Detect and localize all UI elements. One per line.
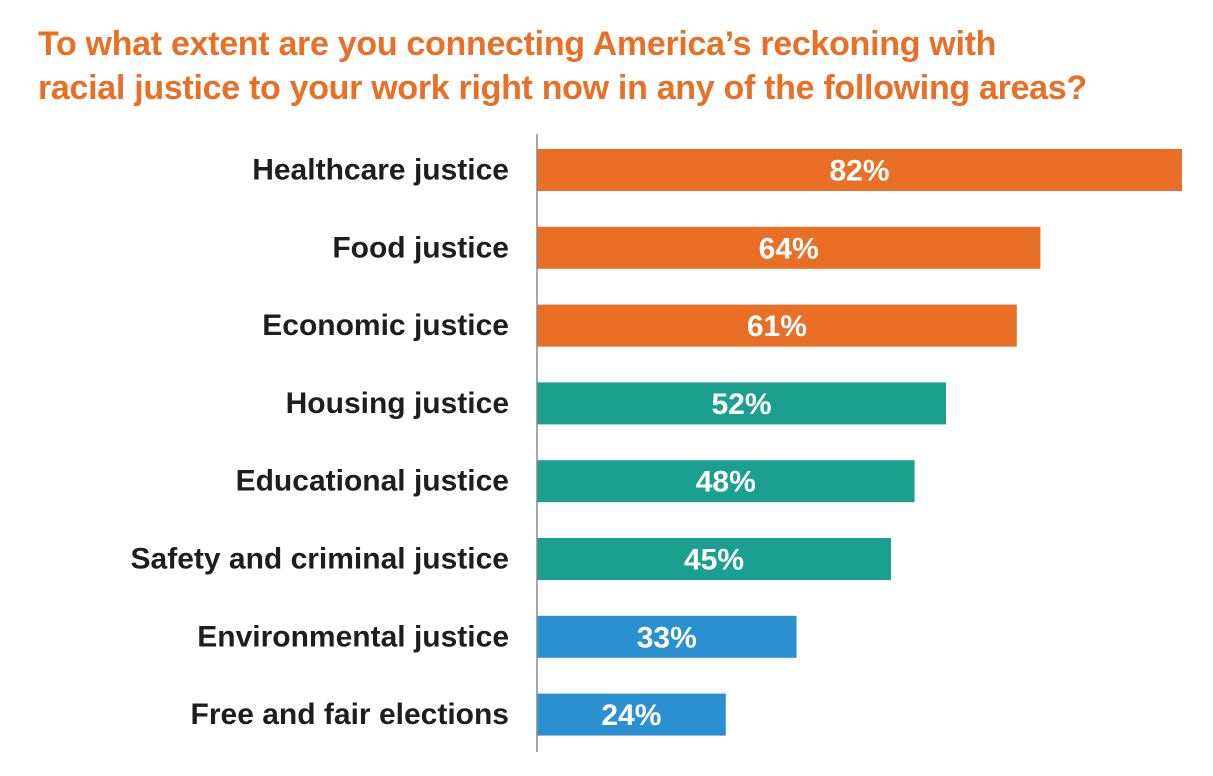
bar <box>537 226 1041 269</box>
bar-value-label: 64% <box>759 232 819 265</box>
bar-value-label: 52% <box>711 388 771 421</box>
bar <box>537 693 726 736</box>
bar <box>537 149 1182 191</box>
bar <box>537 460 915 503</box>
category-label: Economic justice <box>262 309 509 342</box>
bar-value-label: 45% <box>684 544 744 577</box>
bars-group: Healthcare justice 82% Food justice 64% Econ… <box>131 149 1182 736</box>
bar-value-label: 48% <box>696 466 756 499</box>
category-label: Healthcare justice <box>252 154 509 187</box>
bar <box>537 304 1017 347</box>
bar-value-label: 33% <box>637 621 697 654</box>
bar-value-label: 24% <box>601 699 661 732</box>
category-label: Free and fair elections <box>191 698 509 731</box>
chart-title: To what extent are you connecting Americ… <box>38 22 1208 110</box>
bar <box>537 615 797 658</box>
category-label: Environmental justice <box>197 620 509 653</box>
bar-value-label: 82% <box>829 155 889 188</box>
bar-value-label: 61% <box>747 310 807 343</box>
category-label: Safety and criminal justice <box>131 543 509 576</box>
bar <box>537 538 891 580</box>
category-label: Housing justice <box>286 387 509 420</box>
category-label: Educational justice <box>236 465 509 498</box>
category-label: Food justice <box>332 231 509 264</box>
chart-title-line-1: To what extent are you connecting Americ… <box>38 25 997 63</box>
bar <box>537 382 947 425</box>
chart-title-line-2: racial justice to your work right now in… <box>38 69 1087 107</box>
